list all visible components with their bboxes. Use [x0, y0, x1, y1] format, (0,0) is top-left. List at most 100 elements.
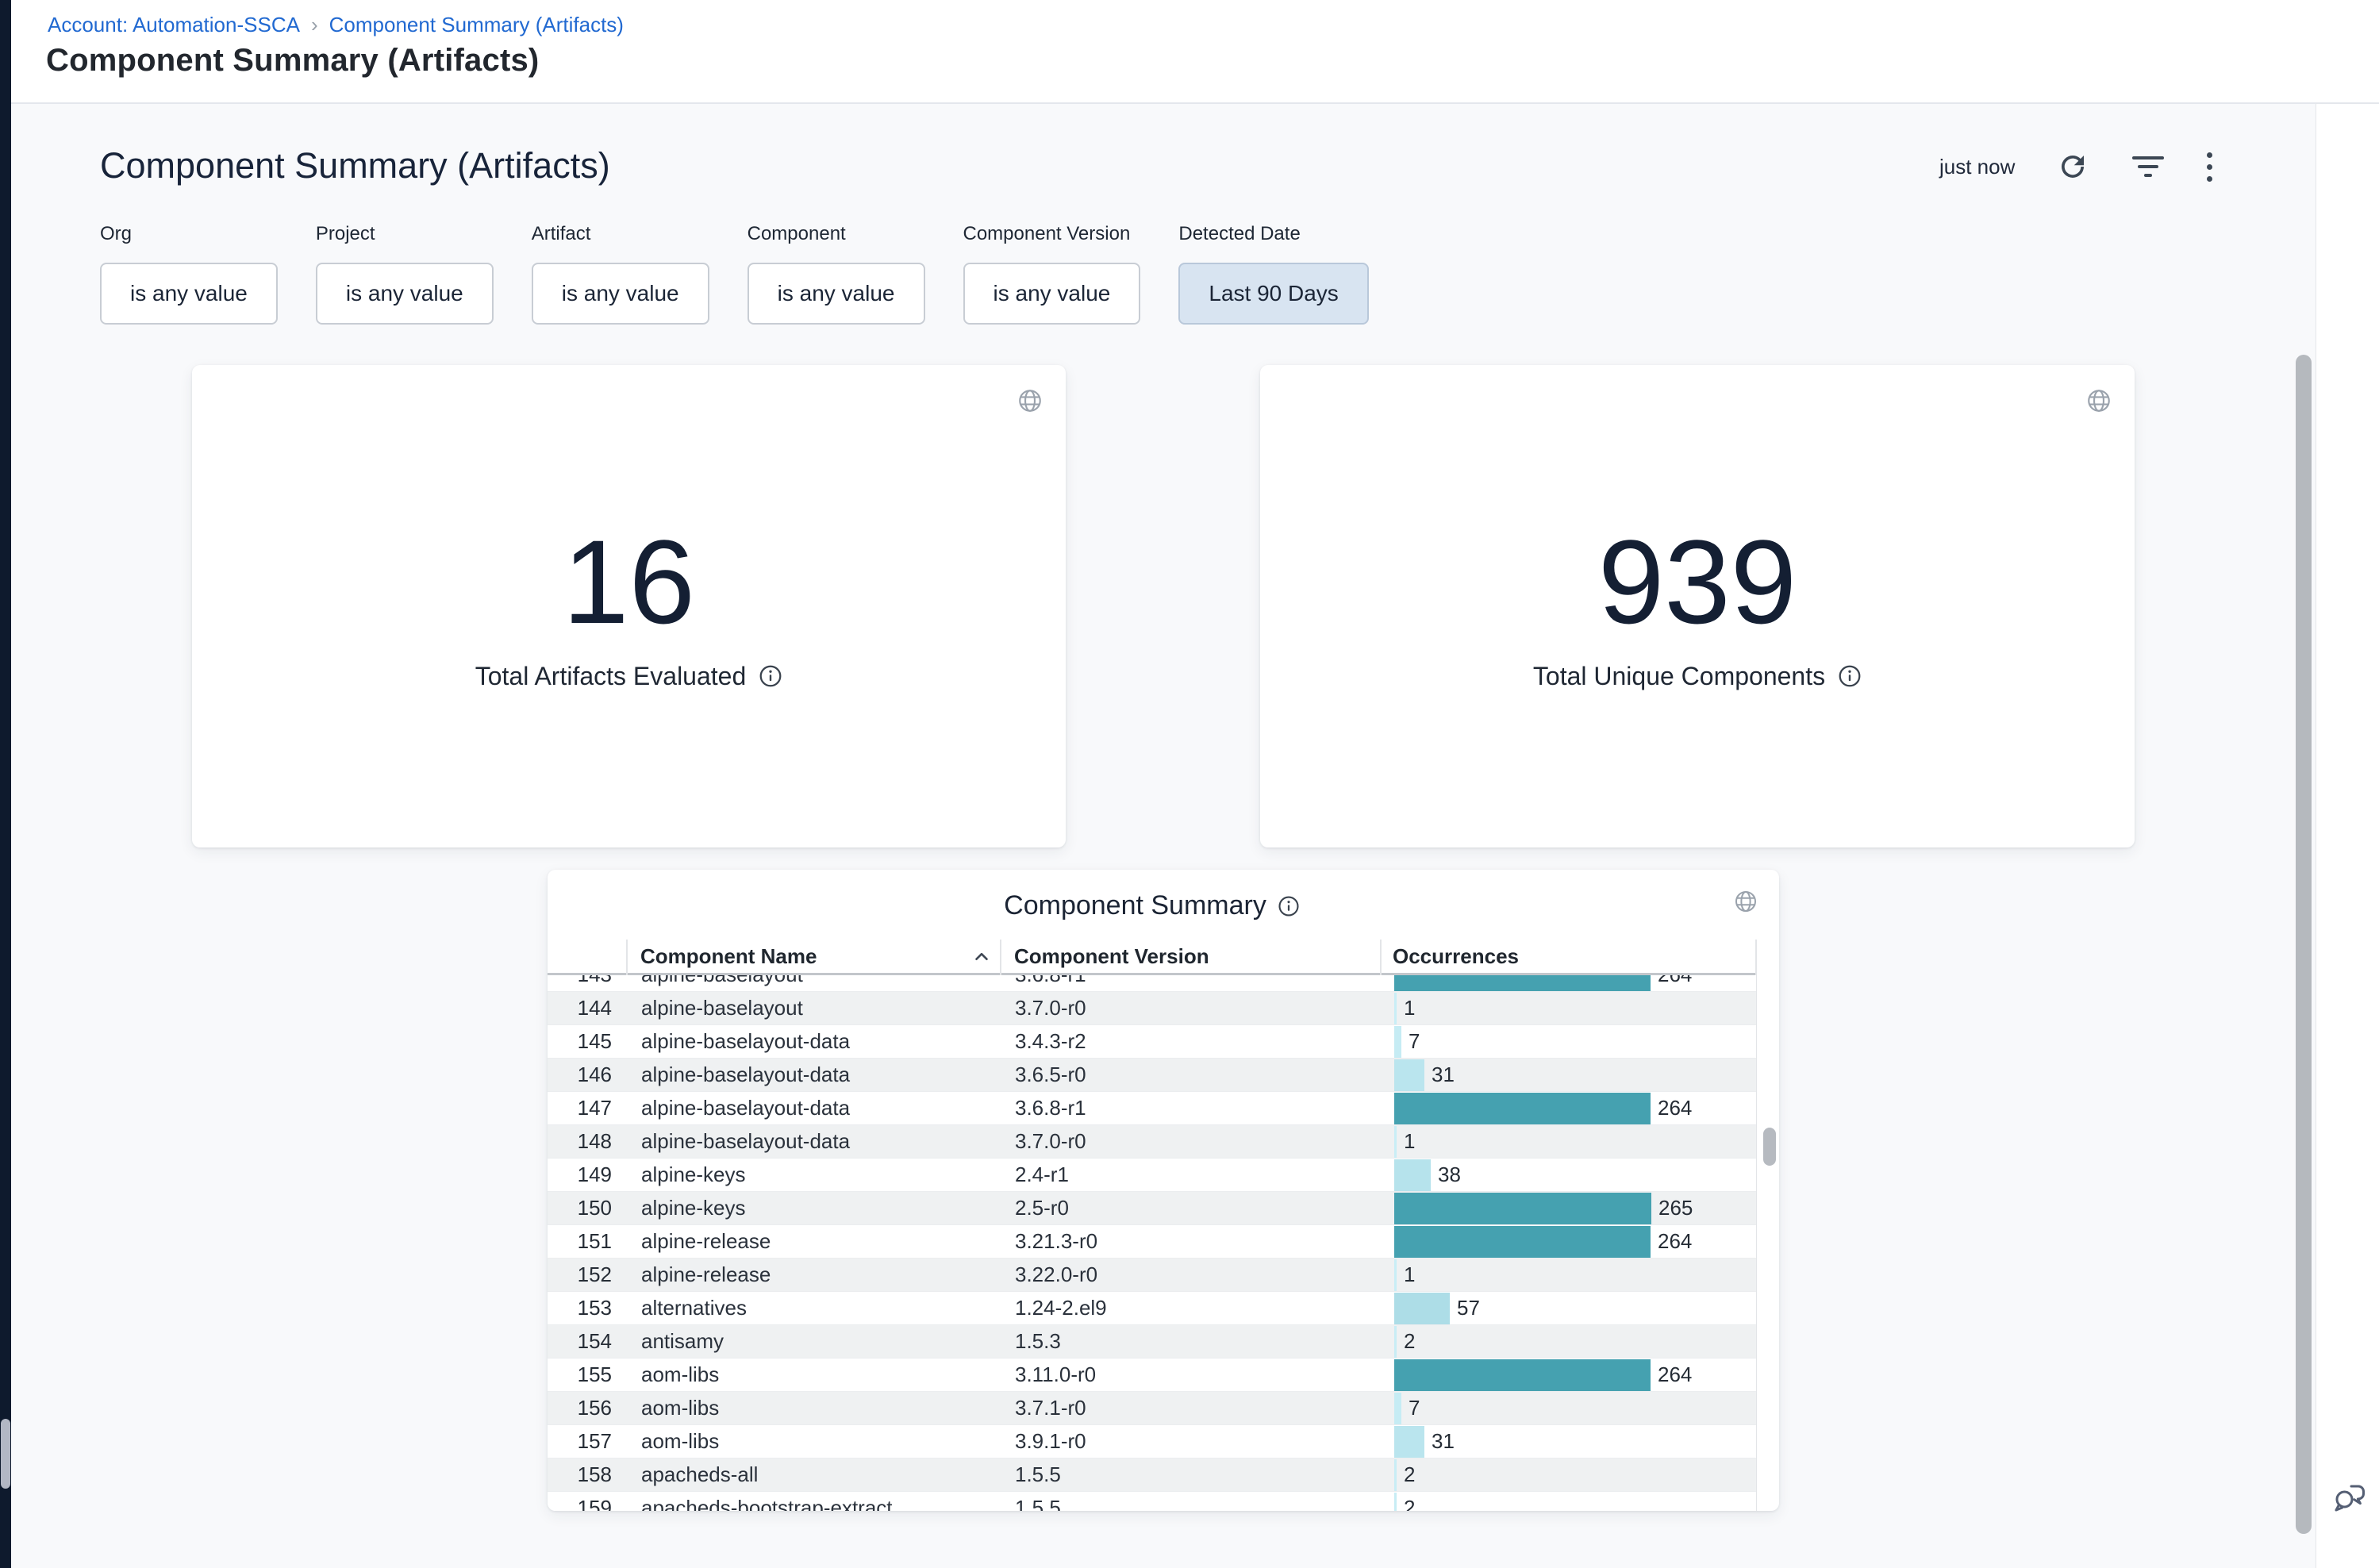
row-number-cell: 155 — [548, 1362, 626, 1387]
nav-rail-scrollbar-thumb[interactable] — [1, 1419, 10, 1489]
filter-component-version: Component Versionis any value — [963, 223, 1141, 325]
table-row: 149alpine-keys2.4-r138 — [548, 1159, 1756, 1192]
refresh-button[interactable] — [2056, 150, 2089, 183]
row-number-cell: 154 — [548, 1329, 626, 1354]
occurrences-value: 264 — [1658, 975, 1692, 987]
breadcrumb-link[interactable]: Account: Automation-SSCA — [48, 13, 300, 37]
row-number-cell: 147 — [548, 1096, 626, 1120]
row-number-cell: 143 — [548, 975, 626, 987]
total-artifacts-card: 16 Total Artifacts Evaluated — [192, 365, 1066, 847]
dashboard-more-actions-button[interactable] — [2207, 152, 2212, 182]
page-header: Account: Automation-SSCA›Component Summa… — [11, 0, 2379, 104]
dashboard-filters-button[interactable] — [2131, 156, 2166, 177]
dashboard-title: Component Summary (Artifacts) — [100, 145, 610, 186]
occurrences-bar — [1394, 1326, 1397, 1358]
filter-value-button[interactable]: is any value — [748, 263, 925, 325]
table-row: 143alpine-baselayout3.6.8-r1264 — [548, 975, 1756, 992]
total-unique-components-card: 939 Total Unique Components — [1260, 365, 2135, 847]
total-artifacts-value: 16 — [563, 522, 695, 641]
row-number-cell: 149 — [548, 1163, 626, 1187]
occurrences-bar — [1394, 975, 1651, 991]
occurrences-cell: 38 — [1380, 1159, 1756, 1191]
component-version-cell: 3.4.3-r2 — [1000, 1029, 1380, 1054]
component-version-cell: 1.5.5 — [1000, 1496, 1380, 1511]
component-name-cell: alpine-baselayout — [626, 996, 1000, 1020]
component-name-cell: antisamy — [626, 1329, 1000, 1354]
component-name-cell: alpine-keys — [626, 1196, 1000, 1220]
info-icon[interactable] — [1838, 664, 1862, 688]
row-number-cell: 148 — [548, 1129, 626, 1154]
occurrences-cell: 1 — [1380, 1125, 1756, 1158]
filter-label: Detected Date — [1178, 223, 1368, 245]
filter-artifact: Artifact is any value — [532, 223, 709, 325]
occurrences-cell: 31 — [1380, 1425, 1756, 1458]
column-header-component-name[interactable]: Component Name — [640, 940, 817, 973]
info-icon[interactable] — [759, 664, 782, 688]
help-chat-button[interactable] — [2330, 1478, 2368, 1516]
occurrences-bar — [1394, 1159, 1431, 1191]
row-number-cell: 153 — [548, 1296, 626, 1320]
filter-value-button[interactable]: is any value — [963, 263, 1141, 325]
component-version-cell: 3.6.8-r1 — [1000, 975, 1380, 987]
row-number-cell: 159 — [548, 1496, 626, 1511]
table-scrollbar-thumb[interactable] — [1763, 1128, 1776, 1166]
occurrences-cell: 7 — [1380, 1392, 1756, 1424]
component-name-cell: alternatives — [626, 1296, 1000, 1320]
occurrences-bar — [1394, 1126, 1397, 1158]
occurrences-value: 2 — [1404, 1329, 1415, 1354]
occurrences-cell: 1 — [1380, 1259, 1756, 1291]
filter-value-button[interactable]: Last 90 Days — [1178, 263, 1368, 325]
total-artifacts-label: Total Artifacts Evaluated — [475, 662, 747, 691]
filter-value-button[interactable]: is any value — [532, 263, 709, 325]
component-version-cell: 1.24-2.el9 — [1000, 1296, 1380, 1320]
component-summary-table-card: Component Summary Component Name Compone… — [548, 870, 1779, 1511]
table-row: 144alpine-baselayout3.7.0-r01 — [548, 992, 1756, 1025]
page-scrollbar-thumb[interactable] — [2296, 355, 2312, 1534]
occurrences-value: 7 — [1409, 1029, 1420, 1054]
component-version-cell: 2.5-r0 — [1000, 1196, 1380, 1220]
table-row: 146alpine-baselayout-data3.6.5-r031 — [548, 1059, 1756, 1092]
filter-label: Component — [748, 223, 925, 245]
occurrences-value: 2 — [1404, 1496, 1415, 1511]
component-name-cell: apacheds-bootstrap-extract — [626, 1496, 1000, 1511]
row-number-cell: 151 — [548, 1229, 626, 1254]
component-version-cell: 3.7.0-r0 — [1000, 1129, 1380, 1154]
filter-value-button[interactable]: is any value — [100, 263, 278, 325]
sort-ascending-icon — [971, 947, 992, 973]
filter-label: Org — [100, 223, 278, 245]
occurrences-cell: 264 — [1380, 1225, 1756, 1258]
dashboard-controls: just now — [1939, 150, 2212, 183]
component-version-cell: 2.4-r1 — [1000, 1163, 1380, 1187]
occurrences-value: 264 — [1658, 1229, 1692, 1254]
occurrences-bar — [1394, 1026, 1401, 1058]
column-header-occurrences[interactable]: Occurrences — [1393, 940, 1519, 973]
component-name-cell: alpine-release — [626, 1229, 1000, 1254]
component-version-cell: 3.9.1-r0 — [1000, 1429, 1380, 1454]
row-number-cell: 150 — [548, 1196, 626, 1220]
breadcrumb: Account: Automation-SSCA›Component Summa… — [48, 13, 624, 37]
occurrences-bar — [1394, 993, 1397, 1024]
occurrences-value: 1 — [1404, 996, 1415, 1020]
info-icon[interactable] — [1278, 895, 1300, 917]
filter-value-button[interactable]: is any value — [316, 263, 494, 325]
occurrences-bar — [1394, 1193, 1651, 1224]
column-header-component-version[interactable]: Component Version — [1014, 940, 1209, 973]
occurrences-cell: 264 — [1380, 1092, 1756, 1124]
occurrences-bar — [1394, 1493, 1397, 1512]
table-row: 159apacheds-bootstrap-extract1.5.5 2 — [548, 1492, 1756, 1511]
breadcrumb-link[interactable]: Component Summary (Artifacts) — [329, 13, 624, 37]
occurrences-cell: 2 — [1380, 1492, 1756, 1511]
occurrences-bar — [1394, 1393, 1401, 1424]
occurrences-cell: 7 — [1380, 1025, 1756, 1058]
occurrences-cell: 57 — [1380, 1292, 1756, 1324]
page-title: Component Summary (Artifacts) — [46, 43, 539, 79]
table-body: 143alpine-baselayout3.6.8-r1264144alpine… — [548, 975, 1756, 1511]
occurrences-bar — [1394, 1259, 1397, 1291]
nav-rail — [0, 0, 11, 1568]
dashboard-panel: Component Summary (Artifacts) just now O… — [11, 104, 2316, 1568]
occurrences-bar — [1394, 1059, 1424, 1091]
filter-label: Artifact — [532, 223, 709, 245]
occurrences-bar — [1394, 1459, 1397, 1491]
refresh-icon — [2056, 150, 2089, 183]
component-version-cell: 3.6.8-r1 — [1000, 1096, 1380, 1120]
